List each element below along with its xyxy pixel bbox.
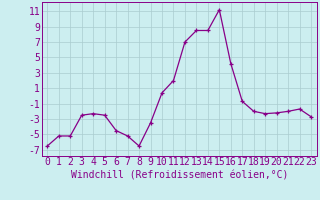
X-axis label: Windchill (Refroidissement éolien,°C): Windchill (Refroidissement éolien,°C) [70, 170, 288, 180]
